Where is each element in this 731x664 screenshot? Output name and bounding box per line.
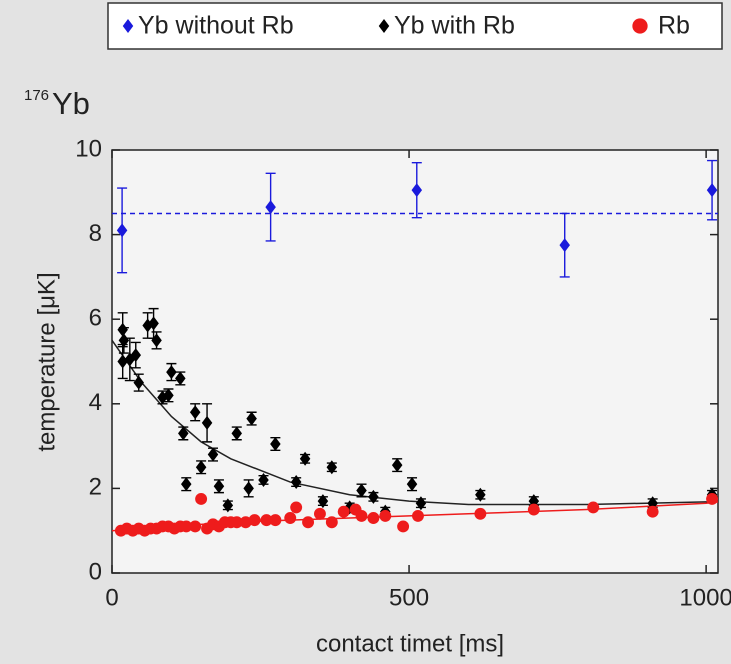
data-point <box>527 503 540 516</box>
legend-marker <box>632 18 648 34</box>
data-point <box>189 520 202 533</box>
data-point <box>559 238 570 253</box>
data-point <box>265 200 276 215</box>
data-point <box>290 501 303 514</box>
data-point <box>355 509 368 522</box>
data-point <box>178 426 189 441</box>
data-point <box>118 333 130 348</box>
legend-box <box>107 2 723 50</box>
data-point <box>269 514 282 527</box>
chart-title: Yb <box>52 86 90 121</box>
legend-label: Yb without Rb <box>138 12 294 40</box>
x-tick-label: 500 <box>389 584 429 611</box>
data-point <box>368 489 379 504</box>
data-point <box>246 411 257 426</box>
plot-area <box>111 149 719 574</box>
y-tick-label: 2 <box>89 474 102 501</box>
data-point <box>706 183 718 198</box>
data-point <box>130 348 142 363</box>
data-point <box>195 460 207 475</box>
data-point <box>337 505 350 518</box>
data-point <box>646 505 659 518</box>
data-point <box>326 460 338 475</box>
data-point <box>406 477 418 492</box>
data-point <box>248 514 261 527</box>
x-axis-label: contact timet [ms] <box>316 630 504 657</box>
data-point <box>166 365 177 380</box>
data-point <box>475 487 486 502</box>
data-point <box>163 388 174 403</box>
y-tick-label: 10 <box>75 135 102 162</box>
y-axis-label: temperature [μK] <box>33 272 60 451</box>
legend-marker <box>122 19 134 33</box>
data-point <box>412 509 424 522</box>
data-point <box>299 451 311 466</box>
legend-marker <box>378 19 390 33</box>
data-point <box>367 512 380 524</box>
y-tick-label: 4 <box>89 389 102 416</box>
data-point <box>148 316 159 331</box>
data-point <box>230 516 243 529</box>
data-point <box>117 354 128 369</box>
data-point <box>391 458 403 473</box>
data-point <box>151 333 162 348</box>
data-point <box>587 501 600 514</box>
x-tick-label: 0 <box>105 584 118 611</box>
data-point <box>258 472 269 487</box>
data-point <box>397 520 410 533</box>
legend-label: Yb with Rb <box>394 12 515 40</box>
data-point <box>195 493 208 505</box>
y-tick-label: 0 <box>89 558 102 585</box>
data-point <box>189 405 201 420</box>
data-point <box>706 493 719 505</box>
data-point <box>474 507 487 520</box>
data-point <box>231 426 243 441</box>
title-mass-number: 176 <box>24 87 49 104</box>
data-point <box>270 436 281 451</box>
data-point <box>290 475 302 490</box>
data-point <box>411 183 423 198</box>
x-tick-label: 1000 <box>679 584 731 611</box>
data-point <box>356 483 367 498</box>
data-point <box>313 507 326 520</box>
data-point <box>260 514 273 527</box>
data-point <box>180 520 193 533</box>
data-point <box>415 496 427 511</box>
data-point <box>181 477 192 492</box>
data-point <box>317 494 329 509</box>
fit-line <box>111 339 719 506</box>
data-point <box>243 481 254 496</box>
data-point <box>117 322 128 337</box>
data-point <box>222 498 234 513</box>
data-point <box>116 223 128 238</box>
data-point <box>175 371 186 386</box>
data-point <box>213 479 225 494</box>
y-tick-label: 6 <box>89 305 102 332</box>
data-point <box>239 516 252 529</box>
data-point <box>284 512 297 524</box>
data-point <box>201 415 213 430</box>
data-point <box>133 375 144 390</box>
data-point <box>207 447 219 462</box>
data-point <box>325 516 338 529</box>
data-point <box>379 509 392 522</box>
y-tick-label: 8 <box>89 220 102 247</box>
data-point <box>302 516 315 529</box>
legend-label: Rb <box>658 12 690 40</box>
